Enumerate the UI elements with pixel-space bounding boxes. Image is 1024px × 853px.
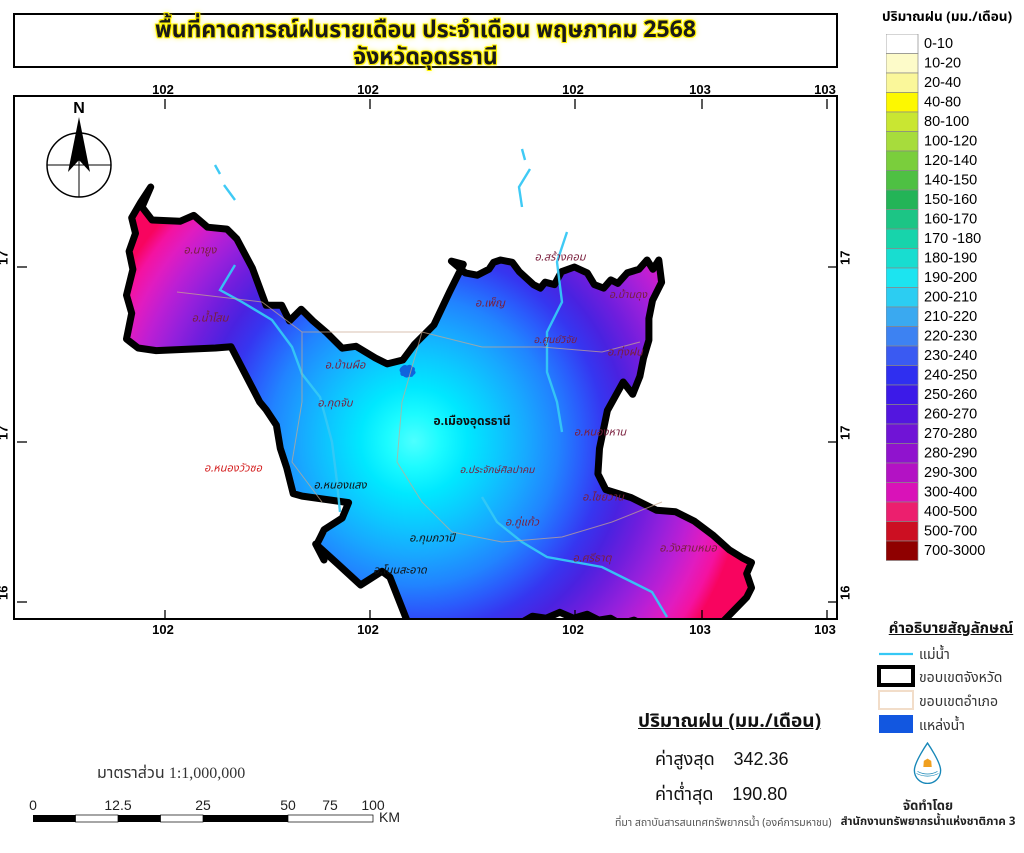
svg-text:700-3000: 700-3000 xyxy=(924,543,985,559)
svg-text:400-500: 400-500 xyxy=(924,504,977,520)
svg-text:0-10: 0-10 xyxy=(924,36,953,52)
svg-text:10-20: 10-20 xyxy=(924,56,961,72)
svg-text:230-240: 230-240 xyxy=(924,348,977,364)
svg-text:190-200: 190-200 xyxy=(924,270,977,286)
svg-text:40-80: 40-80 xyxy=(924,95,961,111)
svg-text:180-190: 180-190 xyxy=(924,251,977,267)
svg-text:80-100: 80-100 xyxy=(924,114,969,130)
svg-text:210-220: 210-220 xyxy=(924,309,977,325)
svg-text:160-170: 160-170 xyxy=(924,212,977,228)
svg-text:300-400: 300-400 xyxy=(924,485,977,501)
svg-text:75: 75 xyxy=(322,797,338,813)
svg-text:KM: KM xyxy=(379,809,400,825)
svg-text:150-160: 150-160 xyxy=(924,192,977,208)
svg-text:12.5: 12.5 xyxy=(104,797,131,813)
svg-text:500-700: 500-700 xyxy=(924,524,977,540)
svg-text:290-300: 290-300 xyxy=(924,465,977,481)
svg-text:260-270: 260-270 xyxy=(924,407,977,423)
svg-text:220-230: 220-230 xyxy=(924,329,977,345)
svg-text:200-210: 200-210 xyxy=(924,290,977,306)
svg-text:270-280: 270-280 xyxy=(924,426,977,442)
svg-text:50: 50 xyxy=(280,797,296,813)
svg-text:250-260: 250-260 xyxy=(924,387,977,403)
svg-text:0: 0 xyxy=(29,797,37,813)
svg-text:100-120: 100-120 xyxy=(924,134,977,150)
svg-text:20-40: 20-40 xyxy=(924,75,961,91)
svg-text:170 -180: 170 -180 xyxy=(924,231,981,247)
svg-text:240-250: 240-250 xyxy=(924,368,977,384)
svg-text:280-290: 280-290 xyxy=(924,446,977,462)
svg-text:140-150: 140-150 xyxy=(924,173,977,189)
svg-text:120-140: 120-140 xyxy=(924,153,977,169)
svg-text:25: 25 xyxy=(195,797,211,813)
svg-text:☗: ☗ xyxy=(922,758,932,770)
